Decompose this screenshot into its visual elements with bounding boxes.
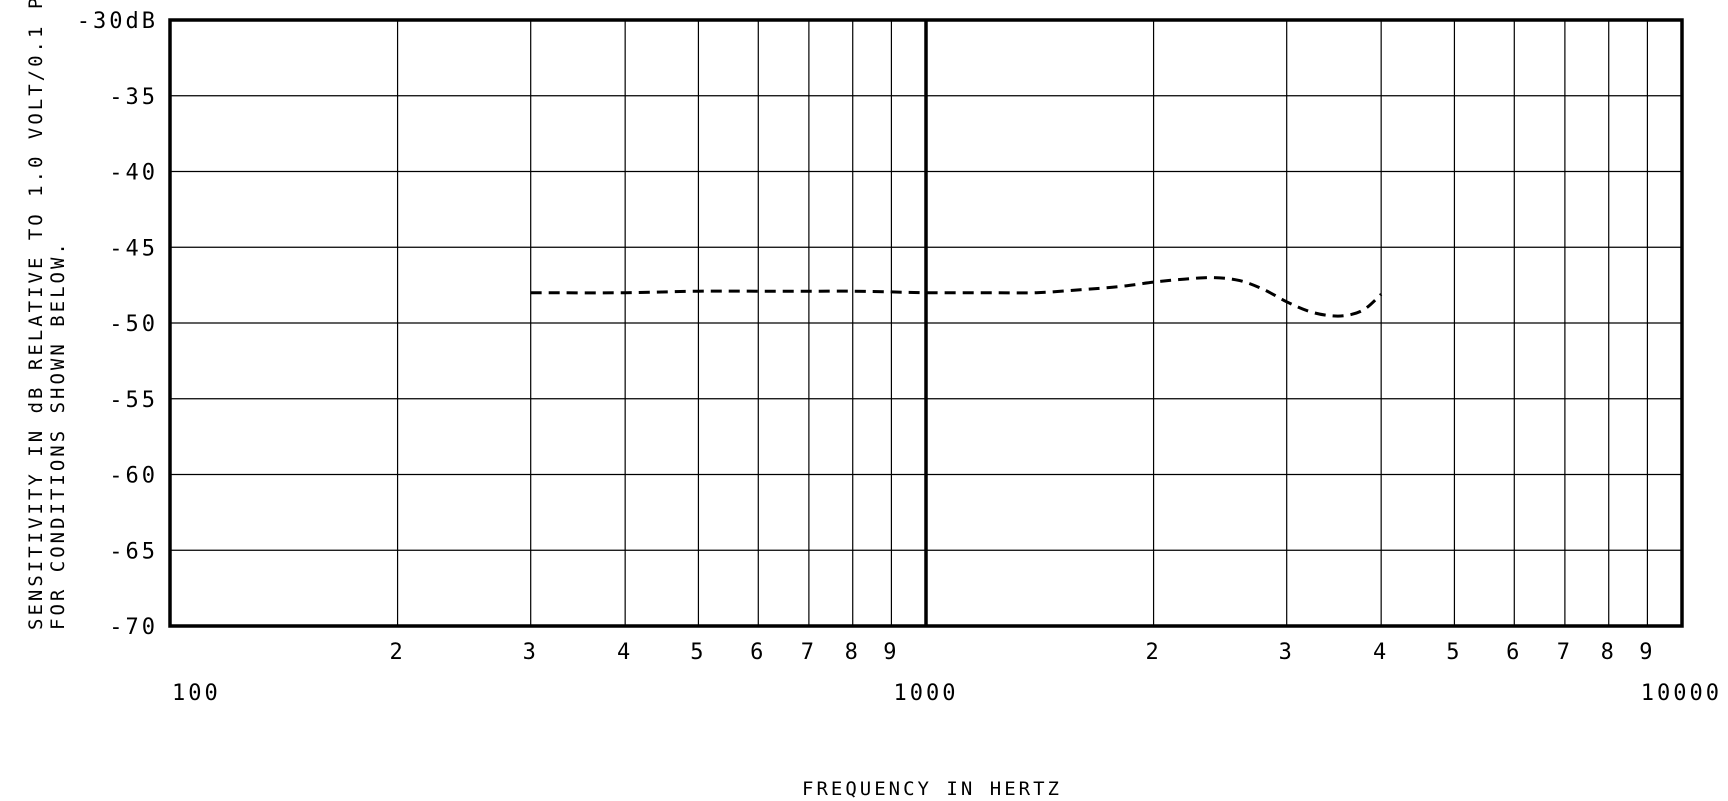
x-major-tick-label: 10000	[1641, 681, 1722, 706]
x-minor-tick-label: 9	[1639, 640, 1655, 665]
y-tick-label: -65	[109, 539, 158, 564]
plot-frame	[168, 18, 1684, 628]
y-tick-label: -40	[109, 161, 158, 186]
x-minor-tick-label: 5	[1446, 640, 1462, 665]
x-major-tick-label: 1000	[894, 681, 959, 706]
y-tick-label: -60	[109, 464, 158, 489]
x-minor-tick-label: 6	[1506, 640, 1522, 665]
y-axis-title-line1-main: SENSITIVITY IN dB RELATIVE TO 1.0 VOLT/0…	[25, 0, 47, 630]
series	[530, 276, 1383, 318]
x-minor-tick-label: 8	[845, 640, 861, 665]
y-tick-label: -70	[109, 615, 158, 640]
y-axis-title-line2: FOR CONDITIONS SHOWN BELOW.	[47, 240, 69, 630]
x-minor-tick-label: 5	[690, 640, 706, 665]
x-minor-tick-label: 7	[1557, 640, 1573, 665]
y-axis-title-line1: SENSITIVITY IN dB RELATIVE TO 1.0 VOLT/0…	[23, 0, 47, 630]
x-minor-tick-label: 3	[1279, 640, 1295, 665]
x-minor-tick-label: 9	[883, 640, 899, 665]
series-line	[530, 276, 1383, 318]
x-minor-tick-label: 7	[801, 640, 817, 665]
y-tick-labels: -30dB -35 -40 -45 -50 -55 -60 -65 -70	[77, 9, 158, 640]
x-minor-tick-label: 4	[617, 640, 633, 665]
y-tick-label: -50	[109, 312, 158, 337]
y-axis-title: SENSITIVITY IN dB RELATIVE TO 1.0 VOLT/0…	[23, 0, 69, 630]
x-minor-tick-label: 2	[389, 640, 405, 665]
x-minor-tick-label: 3	[523, 640, 539, 665]
x-major-tick-label: 100	[172, 681, 221, 706]
x-minor-tick-label: 6	[750, 640, 766, 665]
x-minor-tick-label: 8	[1601, 640, 1617, 665]
x-minor-tick-label: 4	[1373, 640, 1389, 665]
y-tick-label: -30dB	[77, 9, 158, 34]
y-tick-label: -55	[109, 388, 158, 413]
x-axis-title: FREQUENCY IN HERTZ	[802, 778, 1062, 800]
x-minor-tick-label: 2	[1145, 640, 1161, 665]
y-tick-label: -45	[109, 236, 158, 261]
y-tick-label: -35	[109, 85, 158, 110]
